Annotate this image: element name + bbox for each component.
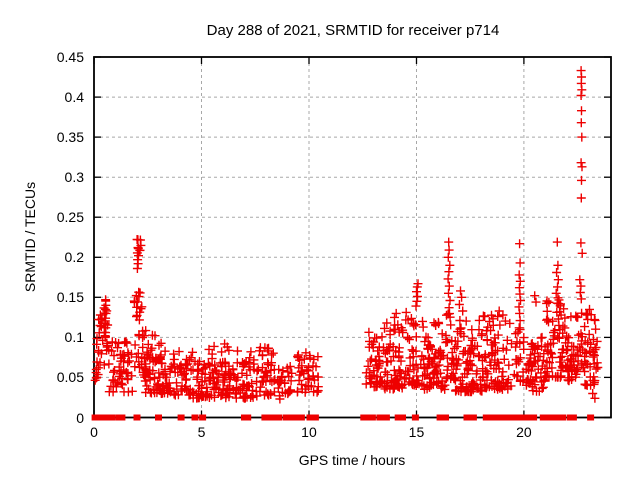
y-tick-label: 0.4 [64,89,84,106]
x-tick-label: 0 [90,424,98,440]
x-tick-label: 15 [408,424,425,440]
zero-value-markers [91,414,595,421]
y-tick-label: 0.3 [64,169,84,186]
y-axis-label: SRMTID / TECUs [22,181,38,293]
plot-border [93,56,612,419]
y-tick-label: 0.2 [64,249,84,266]
y-tick-label: 0.15 [56,289,84,306]
y-tick-label: 0.05 [56,369,84,386]
data-points [90,66,603,404]
gridlines [94,57,611,418]
x-tick-label: 20 [516,424,532,440]
x-axis-label: GPS time / hours [298,452,406,468]
x-tick-label: 5 [197,424,206,440]
y-tick-label: 0.35 [56,129,84,146]
chart-title: Day 288 of 2021, SRMTID for receiver p71… [206,22,500,39]
y-tick-label: 0 [76,409,84,426]
y-tick-label: 0.45 [56,49,84,65]
y-tick-label: 0.1 [64,329,84,346]
y-tick-label: 0.25 [56,209,84,226]
x-tick-label: 10 [301,424,317,440]
